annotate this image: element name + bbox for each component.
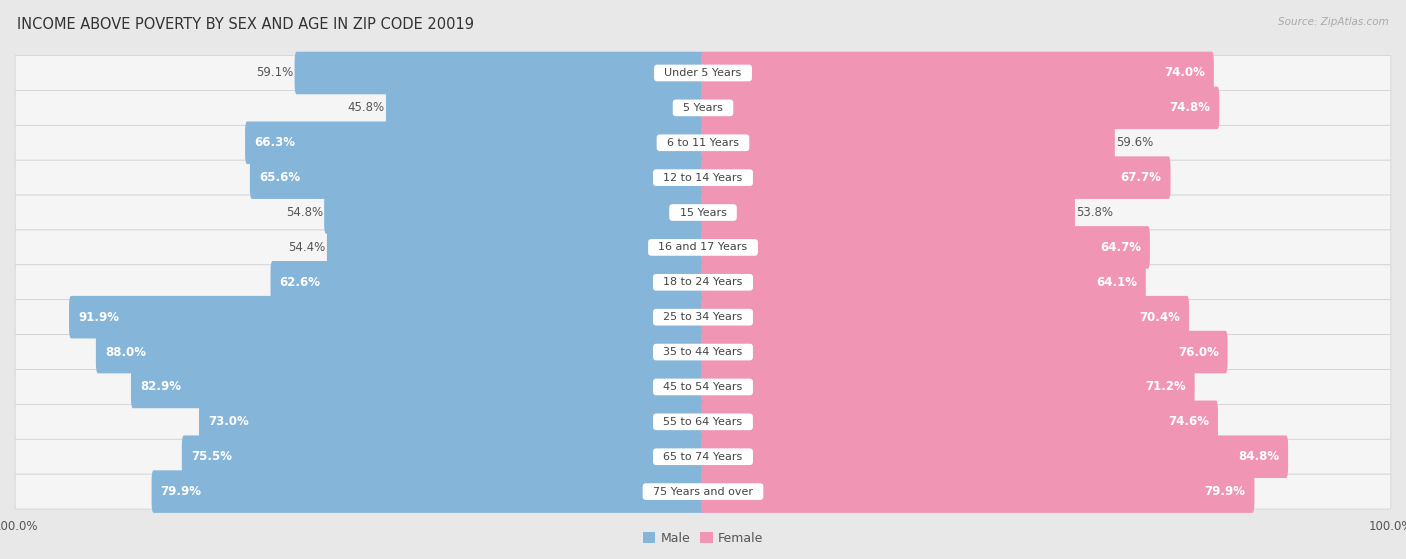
- FancyBboxPatch shape: [96, 331, 704, 373]
- FancyBboxPatch shape: [152, 470, 704, 513]
- FancyBboxPatch shape: [15, 369, 1391, 404]
- FancyBboxPatch shape: [295, 51, 704, 94]
- Text: 76.0%: 76.0%: [1178, 345, 1219, 358]
- Text: 75 Years and over: 75 Years and over: [645, 486, 761, 496]
- FancyBboxPatch shape: [387, 87, 704, 129]
- FancyBboxPatch shape: [15, 125, 1391, 160]
- Text: 91.9%: 91.9%: [77, 311, 120, 324]
- Text: 55 to 64 Years: 55 to 64 Years: [657, 417, 749, 427]
- FancyBboxPatch shape: [328, 226, 704, 269]
- Text: 75.5%: 75.5%: [191, 450, 232, 463]
- FancyBboxPatch shape: [15, 439, 1391, 474]
- FancyBboxPatch shape: [702, 121, 1115, 164]
- FancyBboxPatch shape: [15, 91, 1391, 125]
- FancyBboxPatch shape: [250, 157, 704, 199]
- FancyBboxPatch shape: [15, 474, 1391, 509]
- Text: 79.9%: 79.9%: [1205, 485, 1246, 498]
- Text: 54.8%: 54.8%: [285, 206, 323, 219]
- FancyBboxPatch shape: [702, 401, 1218, 443]
- FancyBboxPatch shape: [15, 230, 1391, 265]
- Text: 74.6%: 74.6%: [1168, 415, 1209, 428]
- Text: 45 to 54 Years: 45 to 54 Years: [657, 382, 749, 392]
- FancyBboxPatch shape: [15, 335, 1391, 369]
- FancyBboxPatch shape: [245, 121, 704, 164]
- Text: 53.8%: 53.8%: [1077, 206, 1114, 219]
- FancyBboxPatch shape: [131, 366, 704, 408]
- Text: 67.7%: 67.7%: [1121, 171, 1161, 184]
- Text: 65 to 74 Years: 65 to 74 Years: [657, 452, 749, 462]
- Text: 54.4%: 54.4%: [288, 241, 326, 254]
- Text: 59.1%: 59.1%: [256, 67, 294, 79]
- FancyBboxPatch shape: [702, 51, 1213, 94]
- Text: 64.1%: 64.1%: [1095, 276, 1137, 289]
- Text: Source: ZipAtlas.com: Source: ZipAtlas.com: [1278, 17, 1389, 27]
- FancyBboxPatch shape: [15, 404, 1391, 439]
- Text: 84.8%: 84.8%: [1239, 450, 1279, 463]
- FancyBboxPatch shape: [702, 470, 1254, 513]
- Legend: Male, Female: Male, Female: [638, 527, 768, 550]
- Text: 71.2%: 71.2%: [1144, 381, 1185, 394]
- Text: 73.0%: 73.0%: [208, 415, 249, 428]
- Text: 25 to 34 Years: 25 to 34 Years: [657, 312, 749, 322]
- FancyBboxPatch shape: [702, 191, 1076, 234]
- FancyBboxPatch shape: [702, 435, 1288, 478]
- Text: 74.8%: 74.8%: [1170, 101, 1211, 115]
- FancyBboxPatch shape: [325, 191, 704, 234]
- Text: 64.7%: 64.7%: [1099, 241, 1142, 254]
- Text: INCOME ABOVE POVERTY BY SEX AND AGE IN ZIP CODE 20019: INCOME ABOVE POVERTY BY SEX AND AGE IN Z…: [17, 17, 474, 32]
- FancyBboxPatch shape: [200, 401, 704, 443]
- Text: 16 and 17 Years: 16 and 17 Years: [651, 243, 755, 253]
- FancyBboxPatch shape: [702, 87, 1219, 129]
- Text: 88.0%: 88.0%: [105, 345, 146, 358]
- Text: 15 Years: 15 Years: [672, 207, 734, 217]
- FancyBboxPatch shape: [15, 160, 1391, 195]
- Text: 66.3%: 66.3%: [254, 136, 295, 149]
- Text: 70.4%: 70.4%: [1139, 311, 1180, 324]
- Text: 74.0%: 74.0%: [1164, 67, 1205, 79]
- Text: 62.6%: 62.6%: [280, 276, 321, 289]
- Text: 35 to 44 Years: 35 to 44 Years: [657, 347, 749, 357]
- FancyBboxPatch shape: [15, 195, 1391, 230]
- FancyBboxPatch shape: [702, 226, 1150, 269]
- FancyBboxPatch shape: [69, 296, 704, 338]
- Text: 6 to 11 Years: 6 to 11 Years: [659, 138, 747, 148]
- FancyBboxPatch shape: [702, 366, 1195, 408]
- Text: 12 to 14 Years: 12 to 14 Years: [657, 173, 749, 183]
- FancyBboxPatch shape: [702, 261, 1146, 304]
- FancyBboxPatch shape: [15, 265, 1391, 300]
- Text: 65.6%: 65.6%: [259, 171, 299, 184]
- Text: 82.9%: 82.9%: [139, 381, 181, 394]
- FancyBboxPatch shape: [702, 157, 1171, 199]
- Text: 18 to 24 Years: 18 to 24 Years: [657, 277, 749, 287]
- FancyBboxPatch shape: [702, 331, 1227, 373]
- FancyBboxPatch shape: [15, 300, 1391, 335]
- Text: 5 Years: 5 Years: [676, 103, 730, 113]
- Text: 59.6%: 59.6%: [1116, 136, 1153, 149]
- Text: Under 5 Years: Under 5 Years: [658, 68, 748, 78]
- FancyBboxPatch shape: [702, 296, 1189, 338]
- Text: 79.9%: 79.9%: [160, 485, 201, 498]
- FancyBboxPatch shape: [181, 435, 704, 478]
- FancyBboxPatch shape: [15, 55, 1391, 91]
- FancyBboxPatch shape: [270, 261, 704, 304]
- Text: 45.8%: 45.8%: [347, 101, 385, 115]
